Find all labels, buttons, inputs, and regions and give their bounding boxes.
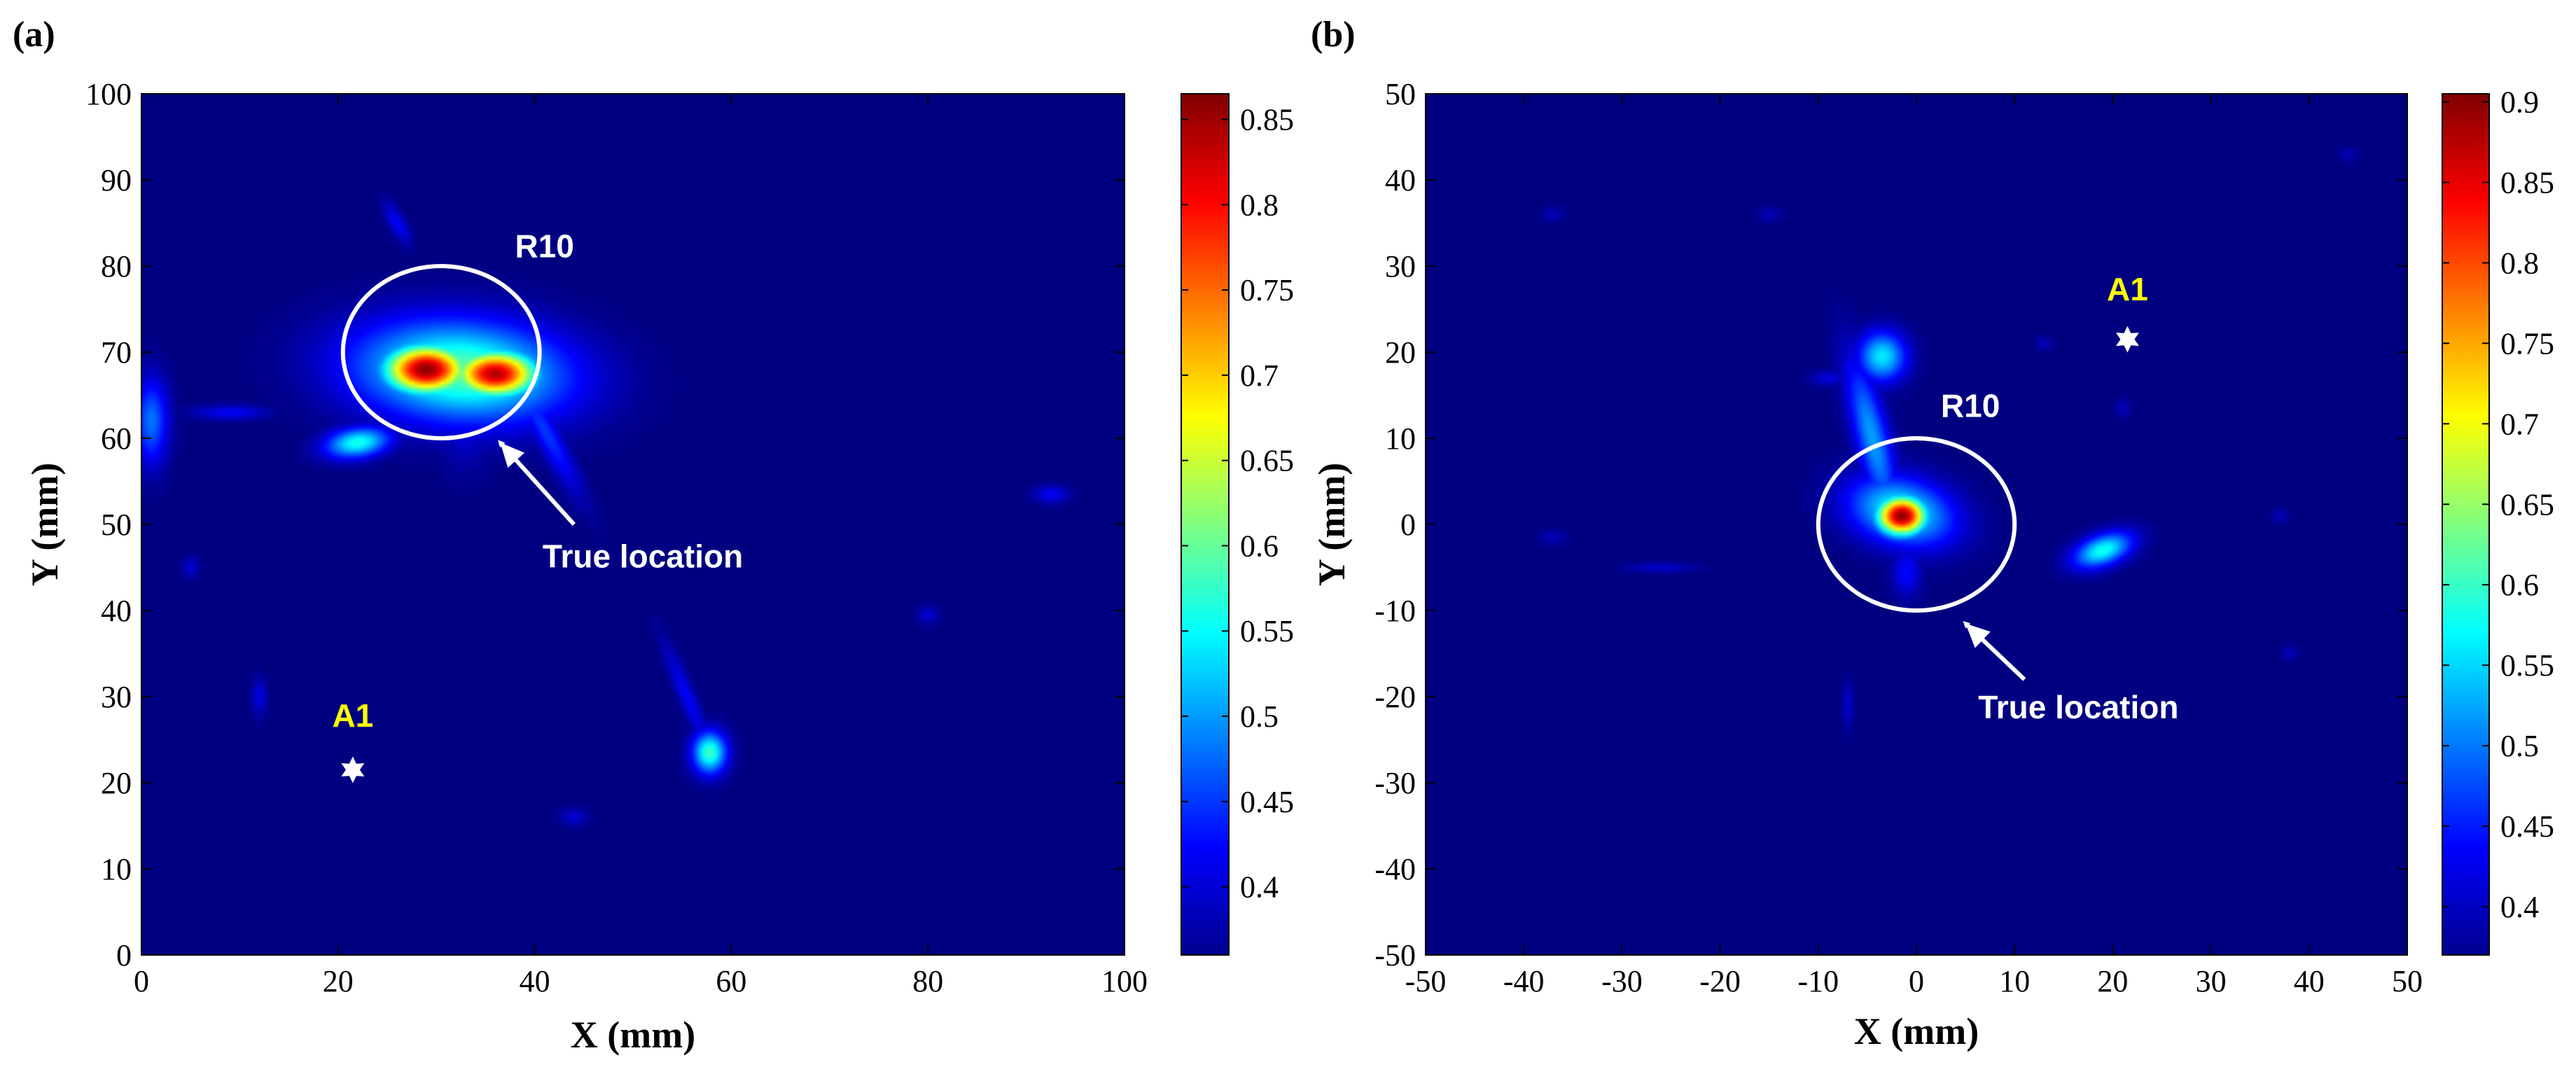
y-tick-label: -30 xyxy=(1374,766,1416,800)
x-tick-label: 60 xyxy=(716,964,746,998)
x-tick-label: 80 xyxy=(912,964,943,998)
source-label: A1 xyxy=(2107,271,2148,307)
colorbar-tick-label: 0.55 xyxy=(2500,648,2554,683)
colorbar-tick-label: 0.6 xyxy=(2500,568,2539,602)
y-tick-label: -40 xyxy=(1374,852,1416,886)
x-tick-label: 0 xyxy=(134,964,149,998)
colorbar-tick-label: 0.7 xyxy=(2500,407,2539,441)
panel-a-x-axis-label: X (mm) xyxy=(571,1014,695,1056)
source-star-icon xyxy=(341,756,365,783)
panel-a-y-axis-label: Y (mm) xyxy=(24,463,66,586)
panel-b-colorbar-ticks: 0.4 0.45 0.5 0.55 0.6 0.65 0.7 0.75 0.8 0.85 0.9 xyxy=(2442,85,2554,924)
colorbar-tick-label: 0.8 xyxy=(1240,188,1279,222)
y-tick-label: 70 xyxy=(101,335,132,370)
panel-a-annotations: R10 True location A1 xyxy=(332,228,743,783)
y-tick-label: 80 xyxy=(101,249,132,284)
y-tick-label: 20 xyxy=(101,766,132,800)
colorbar-tick-label: 0.8 xyxy=(2500,246,2539,280)
colorbar-tick-label: 0.65 xyxy=(2500,487,2554,522)
x-tick-label: 20 xyxy=(323,964,354,998)
panel-a-heatmap xyxy=(141,94,1125,955)
panel-a-x-ticks: 0 20 40 60 80 100 xyxy=(134,94,1148,998)
x-tick-label: 30 xyxy=(2196,964,2227,998)
colorbar-tick-label: 0.85 xyxy=(1240,103,1294,137)
colorbar-tick-label: 0.45 xyxy=(2500,809,2554,844)
panel-a-colorbar-ticks: 0.4 0.45 0.5 0.55 0.6 0.65 0.7 0.75 0.8 0.85 xyxy=(1181,103,1294,905)
panel-b-annotations: R10 True location A1 xyxy=(1816,271,2178,725)
colorbar-tick-label: 0.5 xyxy=(2500,729,2539,763)
colorbar-tick-label: 0.55 xyxy=(1240,614,1294,648)
x-tick-label: -50 xyxy=(1405,964,1447,998)
panel-b-heatmap xyxy=(1426,94,2407,955)
colorbar-tick-label: 0.85 xyxy=(2500,165,2554,200)
y-tick-label: -20 xyxy=(1374,680,1416,714)
panel-a-letter: (a) xyxy=(13,15,55,55)
y-tick-label: 30 xyxy=(101,680,132,714)
source-star-icon xyxy=(2116,326,2139,353)
y-tick-label: -50 xyxy=(1374,938,1416,972)
y-tick-label: 20 xyxy=(1385,335,1416,370)
panel-a-colorbar-frame xyxy=(1181,93,1230,956)
panel-b-letter: (b) xyxy=(1311,15,1356,55)
panel-b: (b) R10 True location A1 -50 -40 -30 -20 -10 0 1… xyxy=(1311,15,2554,1052)
y-tick-label: 50 xyxy=(101,508,132,542)
x-tick-label: -40 xyxy=(1503,964,1545,998)
panel-b-y-axis-label: Y (mm) xyxy=(1311,463,1353,586)
x-tick-label: 50 xyxy=(2392,964,2423,998)
y-tick-label: 10 xyxy=(1385,421,1416,456)
panel-a: (a) R10 True location A1 0 20 40 60 80 100 0 10 2… xyxy=(13,15,1294,1056)
x-tick-label: 40 xyxy=(2294,964,2325,998)
y-tick-label: 40 xyxy=(101,594,132,628)
y-tick-label: 100 xyxy=(85,77,132,111)
colorbar-tick-label: 0.75 xyxy=(1240,273,1294,307)
region-circle xyxy=(1816,436,2017,613)
x-tick-label: -20 xyxy=(1699,964,1741,998)
region-label: R10 xyxy=(1941,387,2000,424)
colorbar-tick-label: 0.4 xyxy=(1240,870,1279,905)
source-label: A1 xyxy=(332,697,373,734)
x-tick-label: 100 xyxy=(1101,964,1148,998)
y-tick-label: 0 xyxy=(116,938,132,972)
region-circle xyxy=(340,264,542,440)
colorbar-tick-label: 0.6 xyxy=(1240,529,1279,563)
y-tick-label: 40 xyxy=(1385,163,1416,197)
true-location-label: True location xyxy=(1978,689,2178,725)
y-tick-label: 90 xyxy=(101,163,132,197)
colorbar-tick-label: 0.75 xyxy=(2500,326,2554,361)
colorbar-tick-label: 0.7 xyxy=(1240,358,1279,393)
colorbar-tick-label: 0.65 xyxy=(1240,444,1294,478)
x-tick-label: -30 xyxy=(1601,964,1643,998)
arrow-head xyxy=(500,442,525,468)
y-tick-label: -10 xyxy=(1374,594,1416,628)
y-tick-label: 50 xyxy=(1385,77,1416,111)
y-tick-label: 0 xyxy=(1400,508,1416,542)
x-tick-label: 10 xyxy=(1999,964,2030,998)
panel-a-colorbar xyxy=(1181,94,1229,955)
y-tick-label: 30 xyxy=(1385,249,1416,284)
panel-b-x-axis-label: X (mm) xyxy=(1854,1010,1979,1052)
y-tick-label: 10 xyxy=(101,852,132,886)
x-tick-label: 40 xyxy=(520,964,550,998)
x-tick-label: -10 xyxy=(1797,964,1839,998)
true-location-label: True location xyxy=(543,538,743,575)
region-label: R10 xyxy=(515,228,573,265)
x-tick-label: 0 xyxy=(1909,964,1924,998)
panel-a-y-ticks: 0 10 20 30 40 50 60 70 80 90 100 xyxy=(85,77,1125,972)
panel-b-y-ticks: -50 -40 -30 -20 -10 0 10 20 30 40 50 xyxy=(1374,77,2407,972)
y-tick-label: 60 xyxy=(101,421,132,456)
colorbar-tick-label: 0.5 xyxy=(1240,699,1279,734)
panel-b-colorbar xyxy=(2442,94,2489,955)
colorbar-tick-label: 0.45 xyxy=(1240,785,1294,819)
panel-b-x-ticks: -50 -40 -30 -20 -10 0 10 20 30 40 50 xyxy=(1405,94,2423,998)
colorbar-tick-label: 0.9 xyxy=(2500,85,2539,119)
colorbar-tick-label: 0.4 xyxy=(2500,890,2539,924)
x-tick-label: 20 xyxy=(2097,964,2128,998)
panel-b-colorbar-frame xyxy=(2442,93,2490,956)
arrow-head xyxy=(1965,623,1991,648)
